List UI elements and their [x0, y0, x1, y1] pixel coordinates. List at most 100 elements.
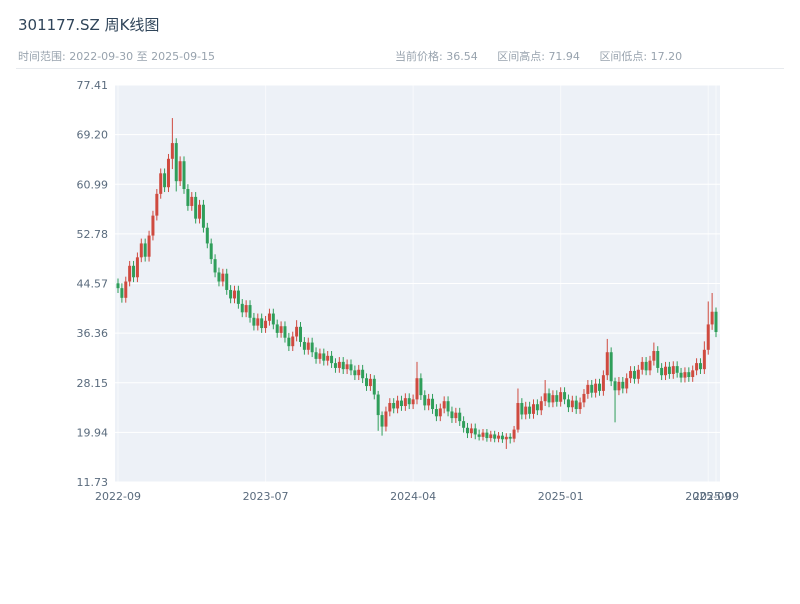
- candle-body: [625, 378, 629, 389]
- candle-body: [710, 311, 714, 325]
- candle-body: [438, 408, 442, 417]
- candle-body: [244, 305, 248, 313]
- candle-body: [120, 288, 124, 298]
- candle-body: [240, 303, 244, 313]
- candle-body: [124, 281, 128, 298]
- candle-body: [462, 421, 466, 428]
- candle-body: [442, 401, 446, 409]
- candle-body: [683, 372, 687, 378]
- candle-body: [302, 341, 306, 350]
- candle-body: [497, 435, 501, 439]
- candle-body: [151, 215, 155, 236]
- candle-body: [458, 412, 462, 422]
- stats-row: 当前价格: 36.54 区间高点: 71.94 区间低点: 17.20: [395, 48, 698, 64]
- candle-body: [182, 161, 186, 190]
- candle-body: [465, 427, 469, 434]
- candle-body: [469, 428, 473, 434]
- candle-body: [143, 243, 147, 257]
- candle-body: [376, 394, 380, 416]
- candle-body: [209, 243, 213, 260]
- candle-body: [582, 393, 586, 403]
- candle-body: [256, 318, 260, 326]
- candle-body: [229, 289, 233, 299]
- candle-body: [679, 372, 683, 378]
- current-price-stat: 当前价格: 36.54: [395, 50, 481, 63]
- candle-body: [372, 378, 376, 395]
- candle-body: [260, 318, 264, 329]
- candle-body: [357, 369, 361, 376]
- candle-body: [644, 361, 648, 371]
- candle-body: [341, 361, 345, 370]
- candle-body: [236, 290, 240, 304]
- candle-body: [349, 364, 353, 371]
- y-tick-label: 77.41: [77, 79, 109, 92]
- candle-body: [411, 399, 415, 405]
- candle-body: [601, 375, 605, 391]
- candle-body: [178, 161, 182, 182]
- candle-body: [559, 392, 563, 402]
- candle-body: [535, 404, 539, 411]
- candle-body: [135, 257, 139, 278]
- candle-body: [388, 402, 392, 412]
- candle-body: [306, 342, 310, 350]
- candle-body: [291, 336, 295, 347]
- candle-body: [574, 400, 578, 410]
- y-tick-label: 36.36: [77, 327, 109, 340]
- page-title: 301177.SZ 周K线图: [18, 16, 160, 34]
- candle-body: [698, 363, 702, 370]
- y-tick-label: 60.99: [77, 178, 109, 191]
- candle-body: [213, 259, 217, 273]
- candle-body: [423, 395, 427, 406]
- range-low-label: 区间低点:: [599, 50, 648, 63]
- candle-body: [434, 409, 438, 417]
- candle-body: [605, 352, 609, 376]
- candle-body: [166, 158, 170, 188]
- candle-body: [147, 235, 151, 257]
- candle-body: [155, 193, 159, 216]
- x-tick-label: 2025-09: [685, 490, 731, 503]
- candle-body: [578, 402, 582, 410]
- candle-body: [454, 412, 458, 419]
- candle-body: [365, 378, 369, 387]
- candle-body: [477, 434, 481, 437]
- candle-body: [551, 395, 555, 403]
- candle-body: [493, 434, 497, 439]
- candle-body: [419, 378, 423, 396]
- candle-body: [407, 398, 411, 405]
- candle-body: [287, 337, 291, 347]
- candle-body: [295, 326, 299, 337]
- candle-body: [431, 398, 435, 410]
- candle-body: [361, 369, 365, 379]
- candle-body: [174, 143, 178, 182]
- candle-body: [450, 411, 454, 419]
- candle-body: [652, 351, 656, 361]
- candle-body: [520, 402, 524, 415]
- candle-body: [271, 313, 275, 325]
- candle-body: [310, 342, 314, 353]
- candle-body: [345, 364, 349, 370]
- candle-body: [132, 265, 136, 278]
- candle-body: [656, 351, 660, 368]
- candle-body: [384, 411, 388, 427]
- range-low-value: 17.20: [650, 50, 683, 63]
- candle-body: [664, 366, 668, 376]
- candle-body: [248, 305, 252, 318]
- candle-body: [648, 360, 652, 371]
- candle-body: [128, 265, 132, 282]
- candle-body: [427, 398, 431, 406]
- candle-body: [326, 355, 330, 361]
- candle-body: [566, 399, 570, 408]
- candle-body: [322, 353, 326, 361]
- candle-body: [396, 400, 400, 409]
- candle-body: [163, 173, 167, 188]
- x-tick-label: 2025-09: [693, 490, 739, 503]
- candle-body: [500, 435, 504, 440]
- candle-body: [252, 317, 256, 326]
- y-tick-label: 28.15: [77, 377, 109, 390]
- candle-body: [660, 367, 664, 376]
- candle-body: [198, 204, 202, 219]
- candle-body: [275, 324, 279, 333]
- candle-body: [543, 393, 547, 402]
- range-high-stat: 区间高点: 71.94: [497, 50, 583, 63]
- range-low-stat: 区间低点: 17.20: [599, 50, 682, 63]
